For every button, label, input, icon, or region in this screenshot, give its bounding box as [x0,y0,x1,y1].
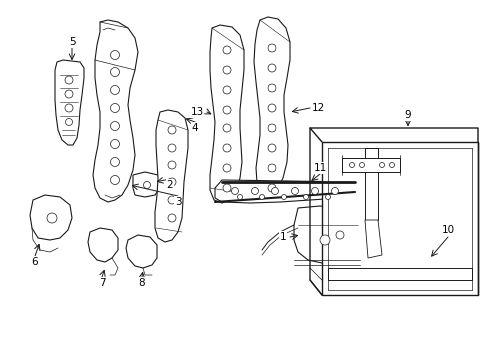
Polygon shape [209,25,244,203]
Circle shape [110,158,119,166]
Circle shape [267,44,275,52]
Text: 8: 8 [139,278,145,288]
Polygon shape [327,268,471,280]
Circle shape [65,76,73,84]
Text: 1: 1 [279,232,286,242]
Polygon shape [364,148,377,220]
Circle shape [331,188,338,194]
Circle shape [267,144,275,152]
Circle shape [303,194,308,199]
Circle shape [168,214,176,222]
Circle shape [319,235,329,245]
Circle shape [223,86,230,94]
Circle shape [110,140,119,149]
Text: 4: 4 [191,123,198,133]
Text: 11: 11 [313,163,326,173]
Circle shape [223,46,230,54]
Polygon shape [55,60,84,145]
Circle shape [223,184,230,192]
Text: 12: 12 [311,103,324,113]
Polygon shape [341,158,399,172]
Polygon shape [126,235,157,268]
Circle shape [168,161,176,169]
Circle shape [110,176,119,185]
Circle shape [231,188,238,194]
Circle shape [223,106,230,114]
Circle shape [168,126,176,134]
Circle shape [251,188,258,194]
Polygon shape [321,142,477,295]
Circle shape [311,188,318,194]
Text: 2: 2 [166,180,173,190]
Circle shape [223,124,230,132]
Polygon shape [133,172,160,197]
Text: 10: 10 [441,225,454,235]
Circle shape [291,188,298,194]
Circle shape [379,162,384,167]
Polygon shape [155,110,187,242]
Polygon shape [293,206,359,263]
Circle shape [223,144,230,152]
Circle shape [349,162,354,167]
Circle shape [110,104,119,113]
Text: 13: 13 [190,107,203,117]
Text: 6: 6 [32,257,38,267]
Circle shape [259,194,264,199]
Circle shape [325,194,330,199]
Circle shape [110,68,119,77]
Circle shape [267,84,275,92]
Circle shape [65,104,73,112]
Polygon shape [215,180,354,203]
Circle shape [110,50,119,59]
Polygon shape [253,17,289,193]
Circle shape [47,213,57,223]
Circle shape [359,162,364,167]
Circle shape [267,104,275,112]
Text: 7: 7 [99,278,105,288]
Circle shape [168,196,176,204]
Circle shape [110,86,119,95]
Circle shape [223,66,230,74]
Text: 9: 9 [404,110,410,120]
Polygon shape [88,228,118,262]
Circle shape [65,118,72,126]
Circle shape [267,184,275,192]
Circle shape [65,90,73,98]
Circle shape [168,144,176,152]
Circle shape [267,164,275,172]
Circle shape [223,164,230,172]
Circle shape [335,231,343,239]
Circle shape [143,181,150,189]
Text: 5: 5 [68,37,75,47]
Circle shape [110,122,119,131]
Circle shape [389,162,394,167]
Polygon shape [30,195,72,240]
Circle shape [237,194,242,199]
Circle shape [271,188,278,194]
Circle shape [281,194,286,199]
Circle shape [267,124,275,132]
Circle shape [267,64,275,72]
Circle shape [168,178,176,186]
Text: 3: 3 [174,197,181,207]
Polygon shape [93,20,138,202]
Polygon shape [364,220,381,258]
